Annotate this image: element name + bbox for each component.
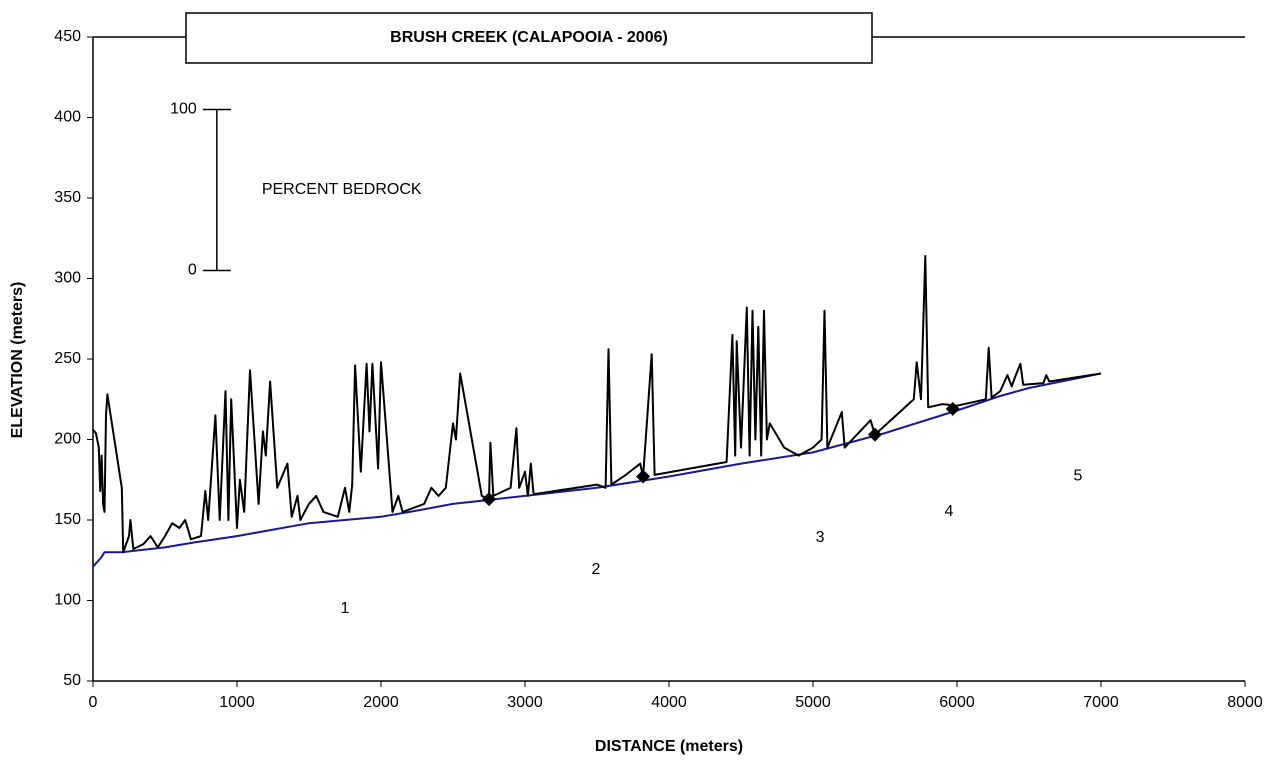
x-tick-label: 4000	[651, 694, 687, 711]
chart-title: BRUSH CREEK (CALAPOOIA - 2006)	[390, 29, 668, 46]
reach-marker	[636, 469, 651, 484]
reach-marker	[945, 401, 960, 416]
x-tick-label: 0	[89, 694, 98, 711]
reach-label: 5	[1074, 468, 1083, 485]
reach-label: 1	[341, 600, 350, 617]
y-tick-label: 250	[54, 350, 81, 367]
reach-label: 3	[816, 529, 825, 546]
series-line	[92, 255, 1102, 554]
x-tick-label: 7000	[1083, 694, 1119, 711]
y-tick-label: 150	[54, 511, 81, 528]
y-tick-label: 450	[54, 28, 81, 45]
reach-label: 4	[944, 503, 953, 520]
title-box	[185, 12, 873, 64]
x-axis-label: DISTANCE (meters)	[595, 738, 743, 755]
x-tick-label: 1000	[219, 694, 255, 711]
series-line	[92, 372, 1102, 568]
x-tick-label: 8000	[1227, 694, 1263, 711]
reach-marker	[482, 492, 496, 507]
x-tick-label: 5000	[795, 694, 831, 711]
reach-label: 2	[592, 561, 601, 578]
y-tick-label: 100	[54, 592, 81, 609]
x-tick-label: 2000	[363, 694, 399, 711]
y-tick-label: 400	[54, 109, 81, 126]
x-tick-label: 3000	[507, 694, 543, 711]
scale-tick-label: 100	[170, 101, 197, 118]
y-tick-label: 50	[63, 672, 81, 689]
reach-marker	[867, 427, 882, 442]
scale-tick-label: 0	[188, 262, 197, 279]
y-axis-label: ELEVATION (meters)	[9, 282, 26, 439]
scale-label: PERCENT BEDROCK	[262, 181, 422, 198]
y-tick-label: 350	[54, 189, 81, 206]
y-tick-label: 200	[54, 431, 81, 448]
y-tick-label: 300	[54, 270, 81, 287]
x-tick-label: 6000	[939, 694, 975, 711]
